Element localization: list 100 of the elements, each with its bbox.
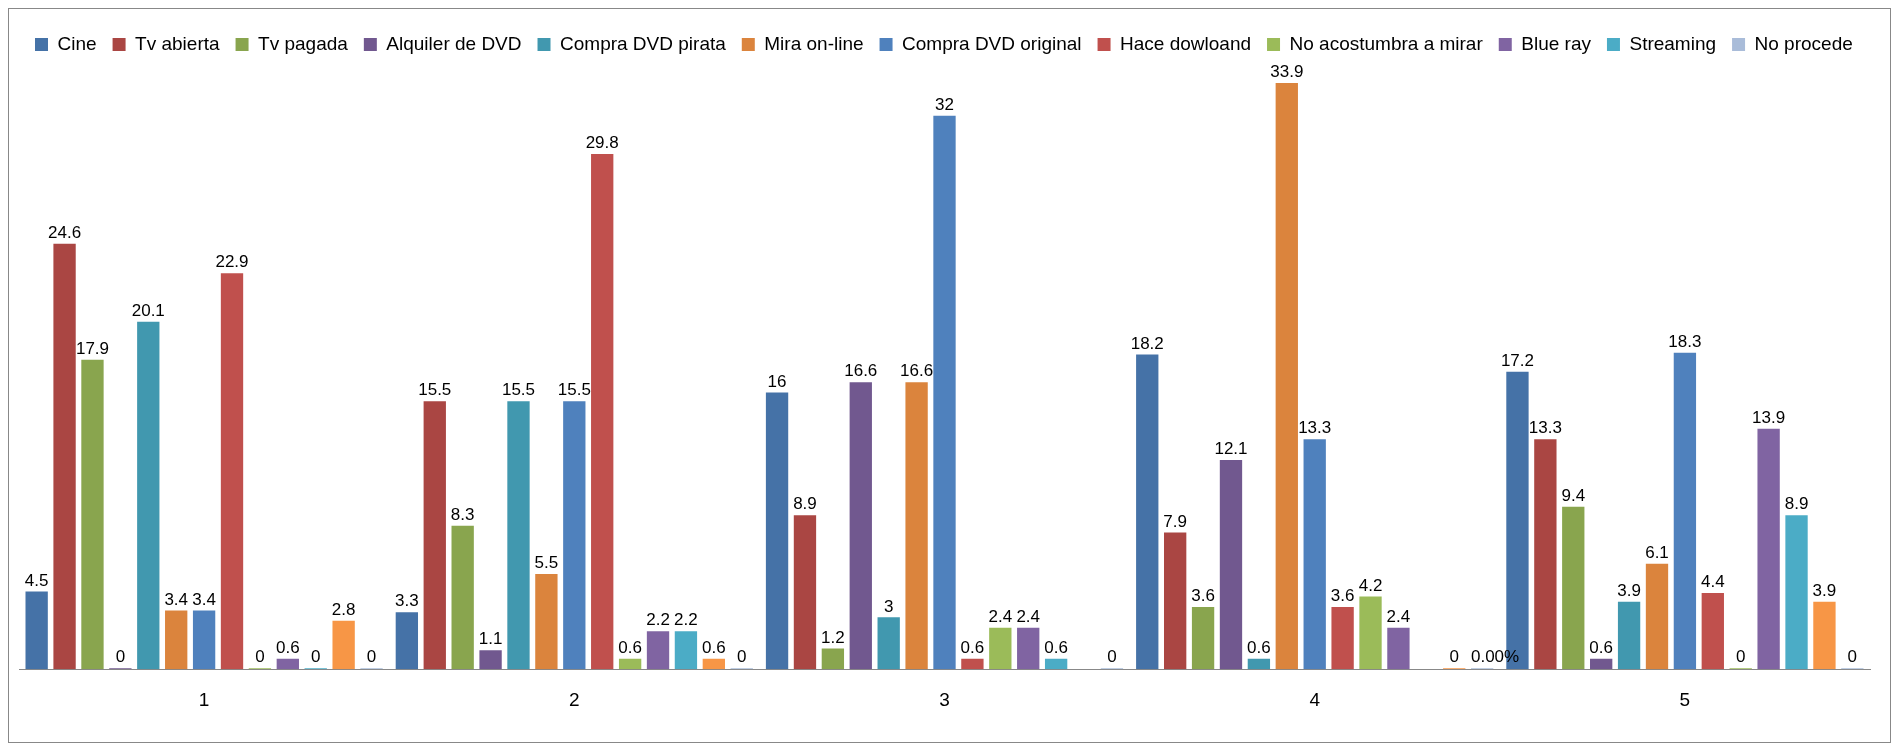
bar bbox=[137, 321, 160, 670]
bar bbox=[1331, 606, 1354, 670]
bar bbox=[25, 591, 48, 670]
bar bbox=[1562, 506, 1585, 670]
bar bbox=[877, 617, 900, 670]
data-label: 22.9 bbox=[215, 252, 249, 272]
legend-label: Cine bbox=[57, 32, 97, 54]
data-label: 2.8 bbox=[331, 599, 356, 619]
x-tick-label: 3 bbox=[939, 688, 950, 710]
data-label: 0.6 bbox=[960, 638, 985, 658]
data-label: 0 bbox=[737, 647, 747, 667]
bar bbox=[563, 401, 586, 670]
x-tick-label: 5 bbox=[1679, 688, 1691, 710]
data-label: 3.3 bbox=[395, 591, 419, 611]
legend-label: Blue ray bbox=[1521, 32, 1592, 54]
data-label: 2.4 bbox=[988, 606, 1013, 626]
data-label: 0.6 bbox=[1044, 638, 1068, 658]
bar bbox=[1701, 593, 1724, 670]
data-label: 3.9 bbox=[1812, 580, 1837, 600]
bar bbox=[1813, 601, 1836, 670]
legend-label: Compra DVD pirata bbox=[560, 32, 727, 54]
data-label: 3.6 bbox=[1191, 586, 1215, 606]
bar bbox=[591, 153, 614, 670]
data-label: 16.6 bbox=[844, 361, 878, 381]
bar bbox=[1044, 658, 1068, 670]
data-label: 4.4 bbox=[1700, 572, 1725, 592]
data-label: 0 bbox=[115, 647, 126, 667]
data-label: 6.1 bbox=[1645, 542, 1669, 562]
data-label: 8.9 bbox=[793, 494, 817, 514]
data-label: 16 bbox=[767, 371, 787, 391]
legend-label: Compra DVD original bbox=[902, 32, 1082, 54]
legend-label: Alquiler de DVD bbox=[386, 32, 522, 54]
data-label: 17.2 bbox=[1500, 350, 1534, 370]
data-label: 15.5 bbox=[557, 380, 591, 400]
data-label: 0.6 bbox=[618, 638, 642, 658]
bar bbox=[1017, 627, 1040, 670]
data-label: 2.2 bbox=[646, 610, 670, 630]
data-label: 18.3 bbox=[1668, 331, 1702, 351]
bar bbox=[765, 392, 789, 670]
bar bbox=[53, 243, 76, 670]
data-label: 2.2 bbox=[674, 610, 698, 630]
bar bbox=[1617, 601, 1641, 670]
legend-label: Hace dowloand bbox=[1120, 32, 1252, 54]
data-label: 0.6 bbox=[276, 638, 300, 658]
bar bbox=[1275, 83, 1298, 670]
bar bbox=[646, 631, 670, 670]
x-tick-label: 2 bbox=[569, 688, 580, 710]
bar bbox=[1359, 596, 1382, 670]
bar bbox=[507, 401, 530, 670]
data-label: 0 bbox=[311, 647, 321, 667]
bar bbox=[702, 658, 725, 670]
data-label: 2.4 bbox=[1016, 606, 1041, 626]
bar bbox=[395, 612, 419, 670]
legend-label: Tv pagada bbox=[258, 32, 349, 54]
data-label: 3.4 bbox=[192, 589, 216, 609]
x-tick-label: 1 bbox=[198, 688, 210, 710]
x-tick-label: 4 bbox=[1309, 688, 1321, 710]
data-label: 0 bbox=[1847, 647, 1858, 667]
bar bbox=[423, 401, 446, 670]
bar bbox=[81, 359, 104, 670]
data-label: 1.1 bbox=[478, 629, 503, 649]
data-label: 1.2 bbox=[821, 627, 845, 647]
bar bbox=[1590, 658, 1613, 670]
bar bbox=[192, 610, 216, 670]
data-label: 13.3 bbox=[1298, 418, 1332, 438]
data-label: 17.9 bbox=[75, 338, 110, 358]
bar bbox=[674, 631, 698, 670]
bar bbox=[849, 382, 872, 670]
bar bbox=[1164, 532, 1187, 670]
data-label: 4.5 bbox=[24, 570, 49, 590]
bar bbox=[793, 515, 817, 670]
bar bbox=[618, 658, 642, 670]
data-label: 15.5 bbox=[418, 380, 452, 400]
data-label: 33.9 bbox=[1270, 62, 1304, 82]
data-label: 0.6 bbox=[1247, 638, 1271, 658]
bar bbox=[220, 273, 244, 670]
data-label: 0 bbox=[366, 647, 377, 667]
bar bbox=[479, 650, 502, 670]
data-label: 0.6 bbox=[702, 638, 726, 658]
bar bbox=[1534, 439, 1557, 670]
data-label: 24.6 bbox=[48, 223, 82, 243]
bar bbox=[905, 382, 928, 670]
data-label: 2.4 bbox=[1386, 606, 1411, 626]
legend-label: No acostumbra a mirar bbox=[1289, 32, 1484, 54]
bar bbox=[1785, 515, 1808, 670]
bar bbox=[821, 648, 845, 670]
data-label: 18.2 bbox=[1130, 333, 1164, 353]
data-label: 8.3 bbox=[450, 504, 475, 524]
data-label: 7.9 bbox=[1163, 511, 1187, 531]
data-label: 3.6 bbox=[1330, 586, 1355, 606]
legend-label: Tv abierta bbox=[135, 32, 220, 54]
bar bbox=[933, 115, 956, 670]
data-label: 0.6 bbox=[1589, 638, 1613, 658]
data-label: 5.5 bbox=[534, 553, 559, 573]
data-label: 3 bbox=[883, 596, 894, 616]
legend-label: Streaming bbox=[1629, 32, 1717, 54]
bar bbox=[276, 658, 299, 670]
data-label: 13.9 bbox=[1752, 408, 1786, 428]
bar bbox=[451, 525, 474, 670]
bar bbox=[1191, 606, 1215, 670]
